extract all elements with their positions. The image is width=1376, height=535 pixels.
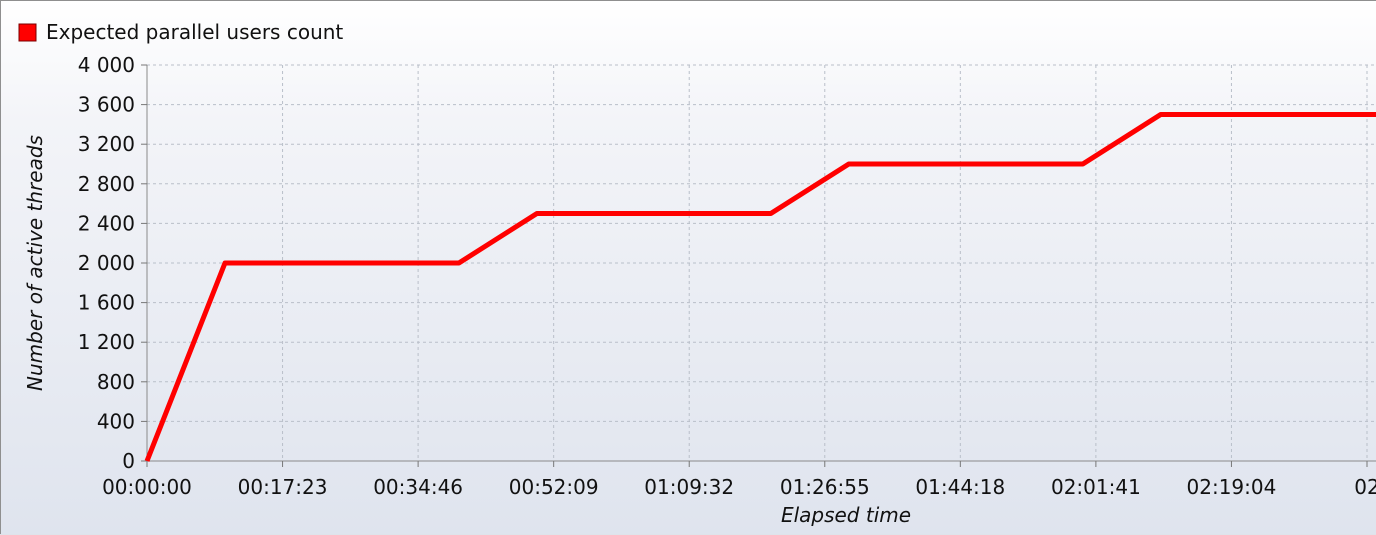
y-tick-label: 0	[122, 449, 135, 473]
y-tick-label: 1 600	[78, 291, 135, 315]
y-tick-label: 400	[97, 409, 135, 433]
legend-label: Expected parallel users count	[46, 20, 343, 44]
x-tick-label: 01:44:18	[915, 475, 1005, 499]
y-tick-label: 2 800	[78, 172, 135, 196]
y-axis-ticks: 0 400 800 1 200 1 600 2 000 2 400 2 800 3 200 3 6…	[78, 53, 147, 473]
y-tick-label: 800	[97, 370, 135, 394]
legend-swatch	[18, 23, 37, 42]
series-layer	[144, 112, 1376, 462]
x-tick-label: 01:09:32	[644, 475, 734, 499]
y-tick-label: 1 200	[78, 330, 135, 354]
grid-lines	[147, 64, 1376, 461]
x-tick-label: 00:17:23	[238, 475, 328, 499]
y-tick-label: 2 000	[78, 251, 135, 275]
y-tick-label: 4 000	[78, 53, 135, 77]
y-tick-label: 3 600	[78, 93, 135, 117]
x-axis-title: Elapsed time	[781, 503, 911, 527]
y-tick-label: 3 200	[78, 132, 135, 156]
x-tick-label: 02:01:41	[1051, 475, 1141, 499]
x-tick-label: 02:19:04	[1187, 475, 1277, 499]
x-tick-label: 02	[1354, 475, 1376, 499]
x-axis-ticks: 00:00:00 00:17:23 00:34:46 00:52:09 01:09:32…	[102, 461, 1376, 499]
x-tick-label: 01:26:55	[780, 475, 870, 499]
x-tick-label: 00:52:09	[509, 475, 599, 499]
x-tick-label: 00:34:46	[373, 475, 463, 499]
legend: Expected parallel users count	[18, 20, 343, 44]
x-tick-label: 00:00:00	[102, 475, 192, 499]
y-axis-title: Number of active threads	[23, 135, 47, 391]
y-tick-label: 2 400	[78, 211, 135, 235]
series-line	[144, 112, 1376, 462]
